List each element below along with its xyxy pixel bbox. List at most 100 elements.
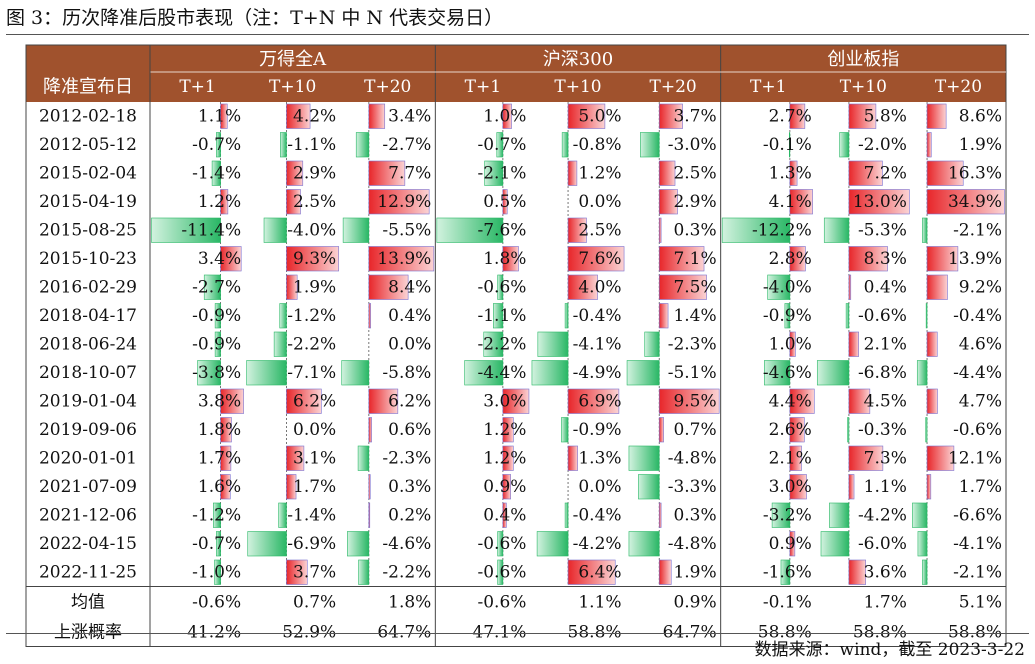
data-label: -2.7%: [192, 277, 241, 297]
data-label: 1.8%: [198, 420, 241, 440]
data-label: -0.4%: [573, 505, 622, 525]
data-label: -1.4%: [192, 163, 241, 183]
data-label: 7.5%: [673, 277, 716, 297]
row-date: 2019-09-06: [39, 420, 137, 440]
data-bar: [848, 445, 884, 471]
data-bar: [246, 360, 287, 386]
data-label: 7.3%: [864, 448, 907, 468]
data-label: -6.9%: [287, 534, 336, 554]
data-label: -0.9%: [573, 420, 622, 440]
data-label: -4.0%: [287, 220, 336, 240]
data-label: 3.6%: [864, 562, 907, 582]
data-label: -2.2%: [478, 334, 527, 354]
column-header: T+1: [750, 77, 786, 97]
data-label: -5.5%: [382, 220, 431, 240]
data-bar: [436, 217, 504, 243]
data-bar: [922, 217, 928, 243]
data-bar: [567, 274, 598, 300]
summary-value: 58.8%: [853, 623, 907, 643]
data-bar: [820, 531, 850, 557]
data-bar: [502, 189, 508, 215]
data-label: 2.9%: [293, 163, 336, 183]
data-bar: [342, 217, 370, 243]
figure-title: 图 3：历次降准后股市表现（注：T+N 中 N 代表交易日）: [6, 7, 504, 29]
data-bar: [567, 445, 578, 471]
row-date: 2021-07-09: [39, 477, 137, 497]
data-label: 0.2%: [388, 505, 431, 525]
row-date: 2018-10-07: [39, 363, 137, 383]
row-date: 2015-04-19: [39, 192, 137, 212]
data-bar: [280, 132, 287, 158]
data-label: 6.2%: [293, 391, 336, 411]
row-date: 2019-01-04: [39, 391, 137, 411]
data-bar: [789, 132, 791, 158]
data-label: -1.4%: [287, 505, 336, 525]
group-header-1: 万得全A: [259, 49, 327, 70]
data-label: -12.2%: [752, 220, 812, 240]
data-label: 1.7%: [293, 477, 336, 497]
data-bar: [203, 274, 221, 300]
data-label: 0.5%: [483, 192, 526, 212]
data-label: -6.8%: [858, 363, 907, 383]
column-header: T+20: [650, 77, 697, 97]
row-header-label: 降准宣布日: [43, 77, 133, 98]
data-label: 3.8%: [198, 391, 241, 411]
data-label: 16.3%: [948, 163, 1002, 183]
data-bar: [497, 274, 504, 300]
data-label: 0.9%: [769, 534, 812, 554]
data-bar: [628, 445, 660, 471]
column-header: T+10: [840, 77, 887, 97]
summary-value: -0.1%: [763, 593, 812, 613]
data-bar: [502, 246, 519, 272]
data-label: 0.4%: [864, 277, 907, 297]
data-label: -4.1%: [573, 334, 622, 354]
summary-value: 64.7%: [663, 623, 717, 643]
data-label: -4.9%: [573, 363, 622, 383]
row-date: 2015-10-23: [39, 249, 137, 269]
data-label: -1.1%: [478, 306, 527, 326]
data-bar: [721, 217, 791, 243]
data-bar: [564, 303, 569, 329]
data-bar: [626, 360, 660, 386]
data-label: -0.7%: [478, 135, 527, 155]
data-label: -4.4%: [478, 363, 527, 383]
data-bar: [214, 331, 221, 357]
data-bar: [286, 559, 308, 585]
data-bar: [780, 559, 791, 585]
data-label: -4.6%: [382, 534, 431, 554]
data-label: 1.2%: [198, 192, 241, 212]
data-bar: [567, 559, 616, 585]
data-bar: [926, 132, 932, 158]
data-bar: [216, 531, 221, 557]
summary-value: 41.2%: [187, 623, 241, 643]
data-bar: [926, 103, 947, 129]
data-bar: [925, 417, 928, 443]
data-bar: [926, 189, 1005, 215]
data-bar: [357, 445, 370, 471]
data-label: 0.6%: [388, 420, 431, 440]
data-bar: [502, 502, 507, 528]
data-label: 4.6%: [959, 334, 1002, 354]
data-bar: [220, 246, 242, 272]
data-bar: [567, 103, 606, 129]
group-header-3: 创业板指: [827, 49, 899, 70]
data-bar: [848, 474, 855, 500]
data-bar: [567, 246, 625, 272]
data-bar: [368, 103, 386, 129]
data-bar: [767, 274, 791, 300]
data-bar: [816, 360, 850, 386]
data-label: 13.0%: [853, 192, 907, 212]
table-border: [25, 44, 1007, 647]
data-bar: [848, 160, 883, 186]
data-label: -4.2%: [858, 505, 907, 525]
data-bar: [925, 303, 928, 329]
data-label: 8.6%: [959, 106, 1002, 126]
data-label: 1.9%: [293, 277, 336, 297]
data-label: 7.2%: [864, 163, 907, 183]
data-bar: [278, 502, 287, 528]
data-label: -1.6%: [763, 562, 812, 582]
data-bar: [347, 531, 370, 557]
data-bar: [658, 559, 672, 585]
data-label: 1.0%: [483, 106, 526, 126]
data-bar: [848, 331, 859, 357]
